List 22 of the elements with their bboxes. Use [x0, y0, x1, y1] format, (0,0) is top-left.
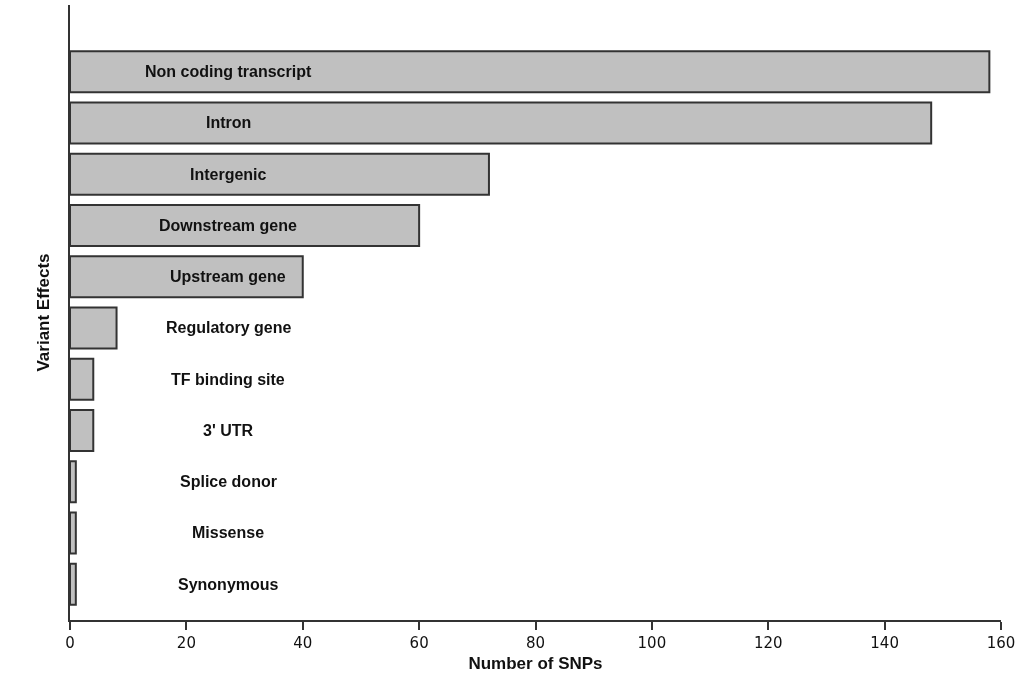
- x-tick-label: 20: [176, 634, 196, 652]
- y-tick-label: Synonymous: [178, 576, 279, 593]
- y-tick-label: Regulatory gene: [166, 319, 292, 336]
- y-axis-title: Variant Effects: [34, 253, 54, 372]
- y-tick-label: Splice donor: [180, 473, 277, 490]
- x-tick-label: 120: [753, 634, 783, 652]
- x-tick-label: 100: [637, 634, 667, 652]
- x-tick-label: 60: [409, 634, 429, 652]
- y-tick-label: Upstream gene: [170, 268, 286, 285]
- x-axis-title: Number of SNPs: [468, 653, 603, 673]
- y-tick-label: Downstream gene: [159, 217, 297, 234]
- x-tick-label: 80: [525, 634, 546, 652]
- y-tick-label: Intron: [206, 114, 252, 131]
- y-tick-label: Intergenic: [190, 166, 267, 183]
- y-tick-label: Non coding transcript: [145, 63, 312, 80]
- x-tick-label: 0: [65, 634, 75, 652]
- x-tick-label: 160: [986, 634, 1016, 652]
- y-tick-label: Missense: [192, 524, 265, 541]
- y-tick-label: TF binding site: [171, 371, 285, 388]
- y-tick-label: 3' UTR: [203, 422, 254, 439]
- x-tick-label: 40: [293, 634, 313, 652]
- x-tick-label: 140: [870, 634, 899, 652]
